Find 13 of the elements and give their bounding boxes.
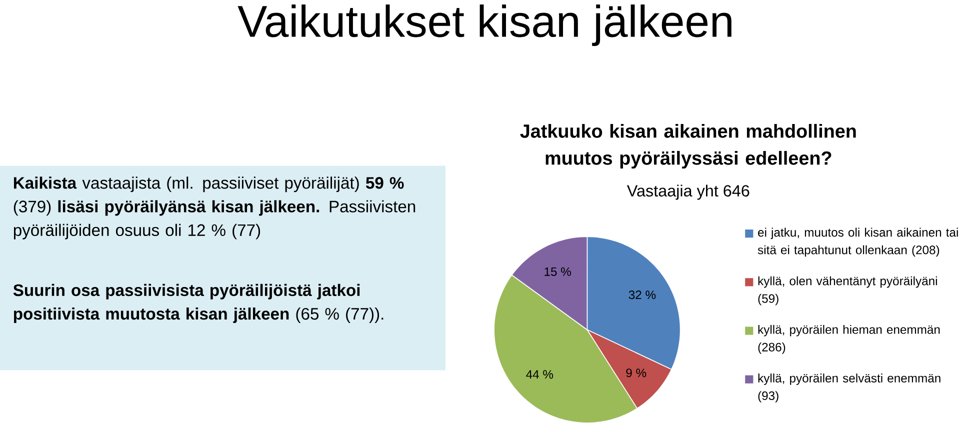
legend-label: ei jatku, muutos oli kisan aikainen tai sitä ei tapahtunut ollenkaan (208) [758,228,958,257]
data-label: 32 % [628,290,656,299]
text: Vaikutukset kisan jälkeen [238,4,732,46]
data-label: 15 % [544,267,571,276]
data-label: 9 % [626,368,646,378]
chart-title: Jatkuuko kisan aikainen mahdollinen muutos pyöräilyssäsi edelleen? [520,124,856,168]
text: Kaikista vastaajista (ml. passiiviset pyöräilijät) 59 % (379) lisäsi pyöräilyänsä kisan jälkeen. Passiivisten pyöräilijöiden osuus oli 12 % (77) [14,176,416,240]
text: Suurin osa passiivisista pyöräilijöistä jatkoi positiivista muutosta kisan jälkeen (65 % (77)). [13,284,384,323]
legend-label: kyllä, pyöräilen selvästi enemmän (93) [758,373,940,402]
legend-label: kyllä, olen vähentänyt pyöräilyäni (59) [758,276,937,306]
chart-subtitle: Vastaajia yht 646 [626,184,750,200]
legend-label: kyllä, pyöräilen hieman enemmän (286) [758,324,940,354]
data-label: 44 % [526,370,554,378]
